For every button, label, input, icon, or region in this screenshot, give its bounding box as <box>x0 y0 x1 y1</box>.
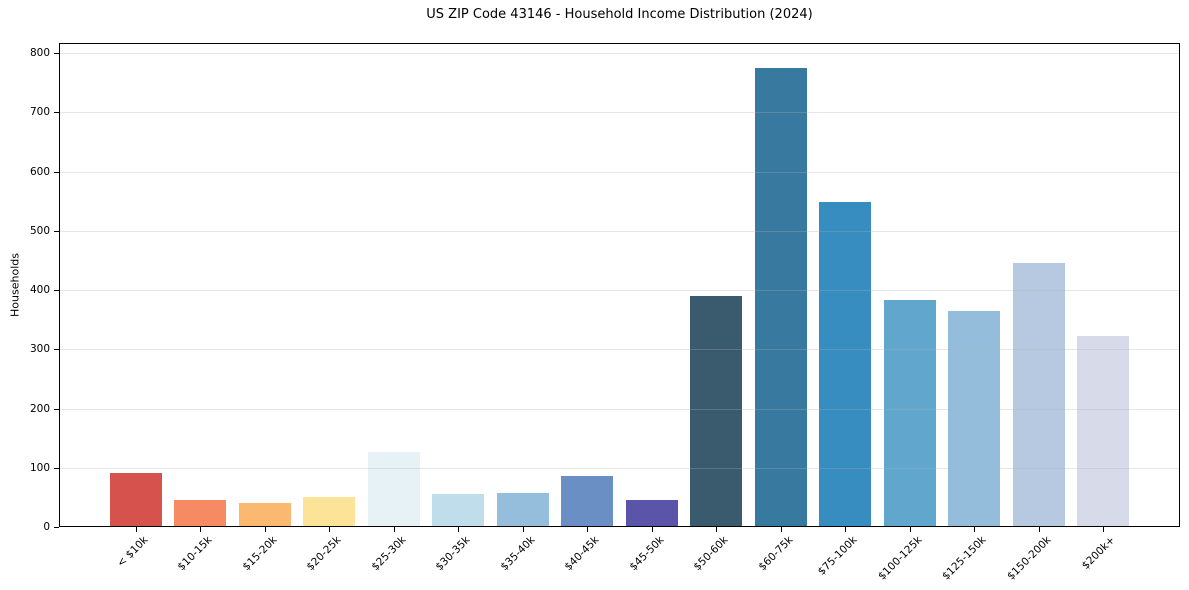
x-tick-label-11: $75-100k <box>815 534 860 578</box>
y-tick-label-0: 0 <box>43 521 50 533</box>
bar-4 <box>367 451 420 526</box>
bar-6 <box>496 492 549 526</box>
bar-13 <box>948 310 1001 526</box>
bar-10 <box>754 67 807 526</box>
x-tick-7 <box>587 527 589 532</box>
x-tick-label-3: $20-25k <box>304 534 344 574</box>
x-tick-10 <box>780 527 782 532</box>
bar-0 <box>109 472 162 526</box>
y-tick-label-600: 600 <box>29 165 50 178</box>
x-tick-label-15: $200k+ <box>1079 534 1118 572</box>
y-tick-700 <box>54 112 59 114</box>
gridline-100 <box>60 467 1179 469</box>
x-tick-label-13: $125-150k <box>940 534 989 583</box>
y-tick-500 <box>54 230 59 232</box>
x-tick-1 <box>200 527 202 532</box>
x-tick-label-5: $30-35k <box>433 534 473 574</box>
y-tick-label-300: 300 <box>29 343 50 356</box>
gridline-600 <box>60 171 1179 173</box>
bar-11 <box>819 201 872 526</box>
x-tick-6 <box>522 527 524 532</box>
bar-2 <box>238 502 291 526</box>
gridline-500 <box>60 230 1179 232</box>
y-tick-label-200: 200 <box>29 402 50 415</box>
x-tick-label-1: $10-15k <box>175 534 215 574</box>
x-tick-label-10: $60-75k <box>756 534 796 574</box>
bar-8 <box>625 499 678 526</box>
plot-area <box>59 43 1180 527</box>
x-tick-label-9: $50-60k <box>691 534 731 574</box>
y-tick-label-100: 100 <box>29 461 50 474</box>
x-tick-label-4: $25-30k <box>369 534 409 574</box>
y-tick-label-700: 700 <box>29 106 50 119</box>
y-tick-label-400: 400 <box>29 284 50 297</box>
x-tick-8 <box>651 527 653 532</box>
x-tick-label-12: $100-125k <box>875 534 925 583</box>
gridline-400 <box>60 290 1179 292</box>
gridline-300 <box>60 349 1179 351</box>
bar-9 <box>690 295 743 526</box>
bar-12 <box>883 300 936 526</box>
bar-3 <box>303 496 356 526</box>
x-tick-13 <box>974 527 976 532</box>
y-tick-800 <box>54 53 59 55</box>
bar-15 <box>1077 336 1130 526</box>
chart-title: US ZIP Code 43146 - Household Income Dis… <box>426 7 813 22</box>
y-tick-100 <box>54 467 59 469</box>
y-tick-label-800: 800 <box>29 47 50 60</box>
x-tick-label-0: < $10k <box>114 534 151 570</box>
y-tick-200 <box>54 408 59 410</box>
gridline-800 <box>60 53 1179 55</box>
bar-14 <box>1012 262 1065 526</box>
x-tick-12 <box>909 527 911 532</box>
x-tick-5 <box>458 527 460 532</box>
y-tick-600 <box>54 171 59 173</box>
bar-5 <box>432 493 485 526</box>
x-tick-9 <box>716 527 718 532</box>
y-tick-0 <box>54 527 59 528</box>
x-tick-label-2: $15-20k <box>240 534 280 574</box>
x-tick-15 <box>1103 527 1105 532</box>
gridline-200 <box>60 408 1179 410</box>
y-tick-400 <box>54 290 59 292</box>
x-tick-label-7: $40-45k <box>562 534 602 574</box>
x-tick-label-14: $150-200k <box>1004 534 1054 583</box>
x-tick-4 <box>393 527 395 532</box>
x-tick-label-8: $45-50k <box>627 534 667 574</box>
y-tick-label-500: 500 <box>29 224 50 237</box>
bar-1 <box>174 499 227 526</box>
x-tick-2 <box>264 527 266 532</box>
x-tick-0 <box>135 527 137 532</box>
x-tick-11 <box>845 527 847 532</box>
bar-7 <box>561 476 614 526</box>
x-tick-label-6: $35-40k <box>498 534 538 574</box>
x-tick-3 <box>329 527 331 532</box>
gridline-700 <box>60 112 1179 114</box>
x-tick-14 <box>1038 527 1040 532</box>
y-tick-300 <box>54 349 59 351</box>
